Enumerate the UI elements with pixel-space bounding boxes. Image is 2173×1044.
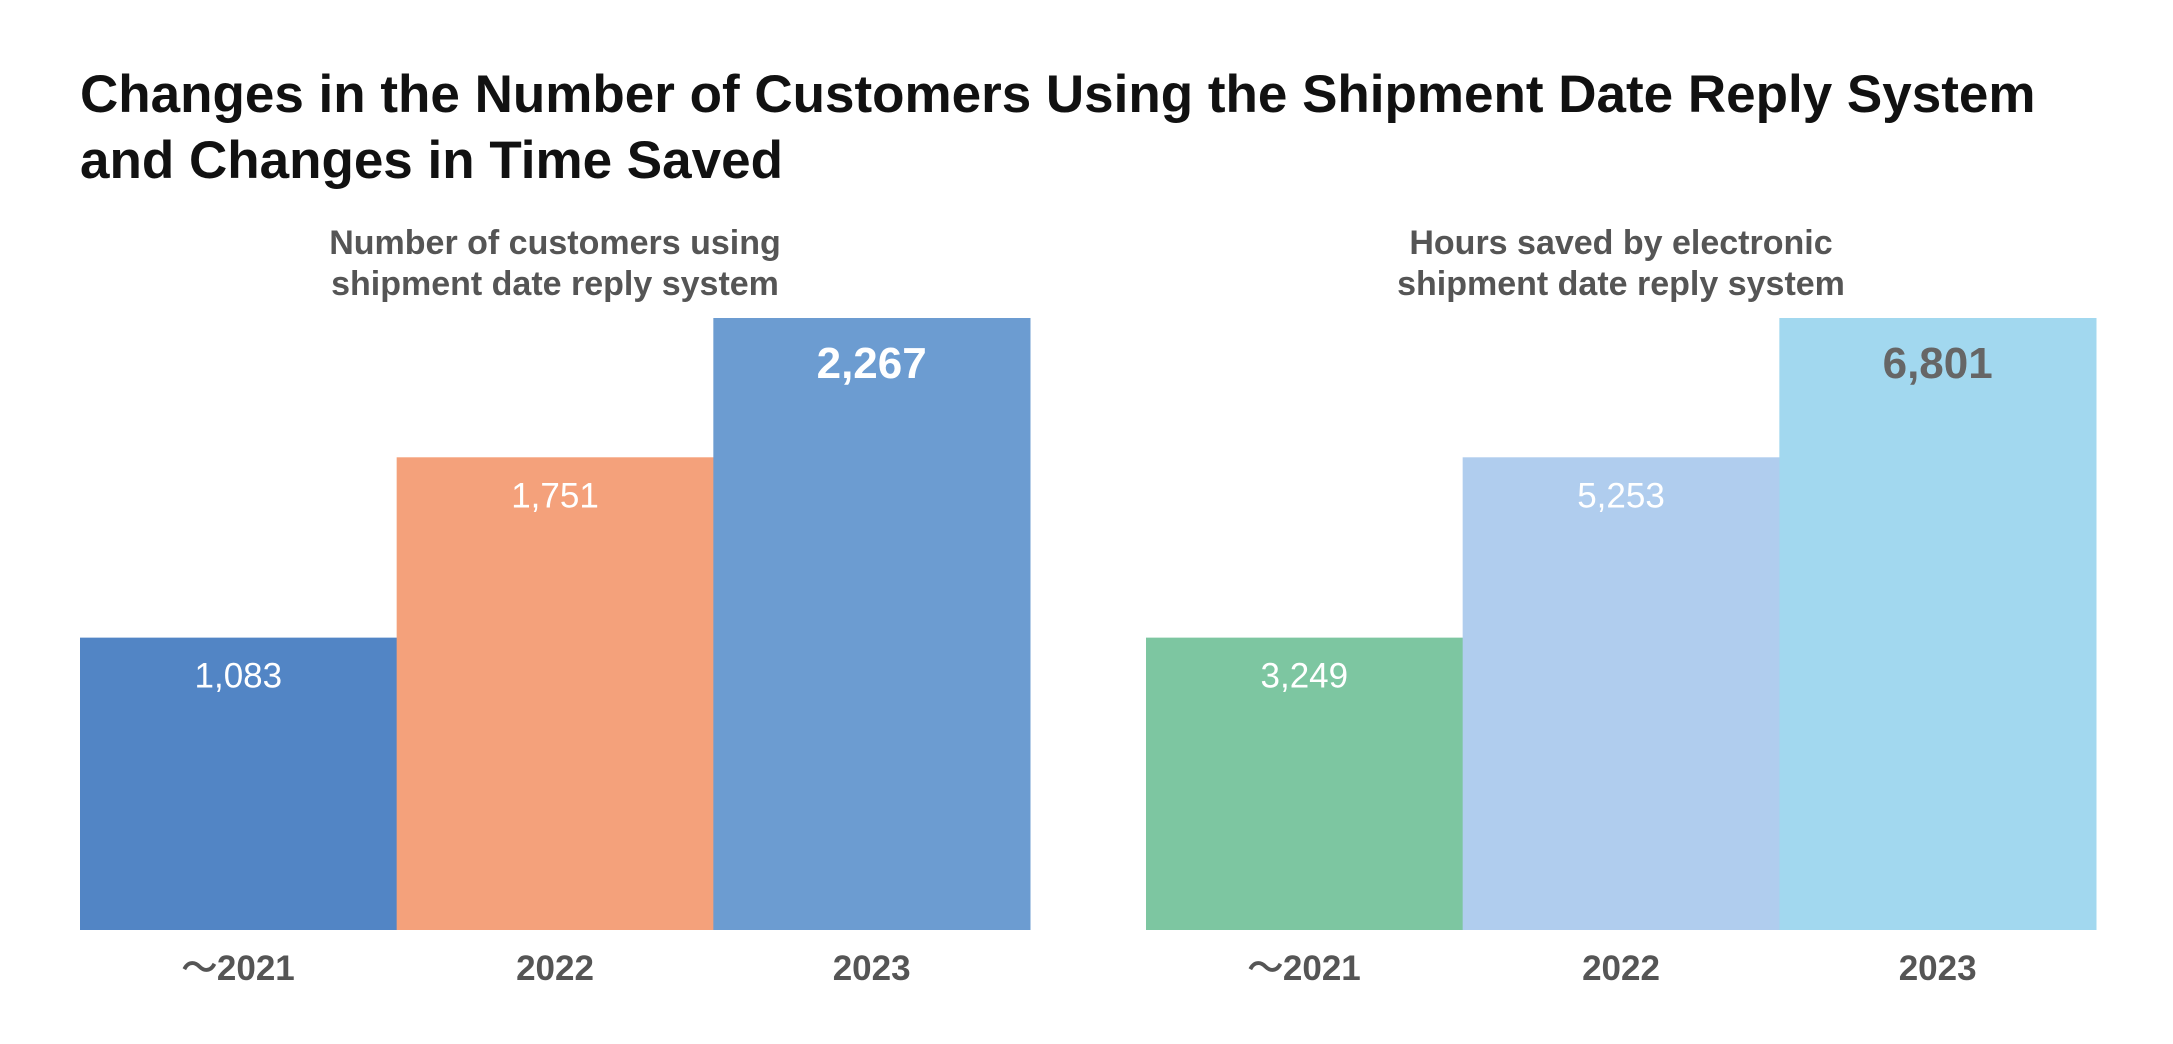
customers-value-label-1: 1,083	[195, 657, 283, 696]
customers-chart-title: Number of customers using shipment date r…	[329, 224, 781, 303]
hours-saved-bar-3	[1779, 318, 2097, 930]
hours-saved-value-label-2: 5,253	[1577, 476, 1665, 515]
hours-saved-category-label-3: 2023	[1899, 949, 1977, 988]
customers-bar-1	[80, 637, 398, 930]
hours-saved-bar-2	[1462, 457, 1780, 930]
hours-saved-category-label-1: ～2021	[1248, 949, 1361, 988]
hours-saved-chart-title-line: Hours saved by electronic	[1409, 224, 1832, 262]
hours-saved-bar-1	[1146, 637, 1464, 930]
customers-value-label-2: 1,751	[511, 476, 599, 515]
hours-saved-value-label-3: 6,801	[1883, 339, 1993, 388]
customers-chart: Number of customers using shipment date r…	[80, 220, 1031, 1010]
customers-chart-svg: Number of customers using shipment date r…	[80, 224, 1031, 988]
hours-saved-category-label-2: 2022	[1582, 949, 1660, 988]
customers-category-label-2: 2022	[516, 949, 594, 988]
customers-category-label-3: 2023	[833, 949, 911, 988]
customers-chart-title-line: shipment date reply system	[331, 265, 779, 303]
customers-chart-title-line: Number of customers using	[329, 224, 781, 262]
hours-saved-chart-title-line: shipment date reply system	[1397, 265, 1845, 303]
hours-saved-value-label-1: 3,249	[1261, 657, 1349, 696]
customers-category-label-1: ～2021	[182, 949, 295, 988]
customers-bar-3	[713, 318, 1031, 930]
hours-saved-chart: Hours saved by electronic shipment date r…	[1146, 220, 2097, 1010]
page-title: Changes in the Number of Customers Using…	[80, 65, 2036, 190]
hours-saved-chart-svg: Hours saved by electronic shipment date r…	[1146, 224, 2097, 988]
hours-saved-chart-title: Hours saved by electronic shipment date r…	[1397, 224, 1845, 303]
customers-bar-2	[396, 457, 714, 930]
customers-value-label-3: 2,267	[817, 339, 927, 388]
